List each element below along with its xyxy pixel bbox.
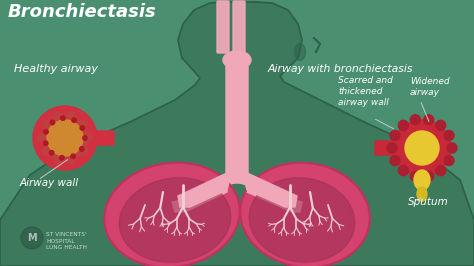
Ellipse shape (50, 120, 55, 125)
Text: Widened
airway: Widened airway (410, 77, 450, 97)
Ellipse shape (80, 126, 84, 130)
Text: M: M (27, 233, 37, 243)
FancyBboxPatch shape (226, 54, 248, 183)
Text: Scarred and
thickened
airway wall: Scarred and thickened airway wall (338, 76, 393, 107)
Ellipse shape (417, 187, 427, 201)
Polygon shape (245, 172, 297, 207)
FancyBboxPatch shape (217, 1, 229, 53)
Ellipse shape (398, 120, 408, 130)
Ellipse shape (294, 44, 306, 60)
Text: Healthy airway: Healthy airway (14, 64, 98, 74)
Ellipse shape (61, 116, 65, 120)
Ellipse shape (398, 166, 408, 176)
Ellipse shape (83, 136, 87, 140)
Ellipse shape (223, 51, 251, 69)
Ellipse shape (21, 227, 43, 249)
Ellipse shape (390, 130, 400, 140)
Text: ST VINCENTS'
HOSPITAL
LUNG HEALTH: ST VINCENTS' HOSPITAL LUNG HEALTH (46, 232, 87, 250)
Polygon shape (37, 111, 93, 165)
Ellipse shape (424, 115, 434, 125)
Ellipse shape (436, 166, 446, 176)
Ellipse shape (444, 130, 454, 140)
Ellipse shape (47, 120, 83, 156)
Ellipse shape (49, 151, 54, 155)
FancyBboxPatch shape (375, 141, 395, 155)
Ellipse shape (393, 120, 451, 176)
Ellipse shape (33, 106, 97, 170)
Polygon shape (178, 172, 229, 207)
Ellipse shape (410, 115, 420, 125)
Ellipse shape (405, 131, 439, 165)
Polygon shape (172, 177, 237, 212)
Text: Bronchiectasis: Bronchiectasis (8, 3, 157, 21)
Ellipse shape (71, 154, 75, 159)
Ellipse shape (424, 171, 434, 181)
Ellipse shape (72, 118, 76, 122)
Ellipse shape (44, 130, 48, 134)
Ellipse shape (80, 147, 84, 151)
Polygon shape (119, 178, 231, 262)
Text: Sputum: Sputum (408, 197, 449, 207)
Polygon shape (237, 177, 302, 212)
Ellipse shape (436, 120, 446, 130)
Text: Airway with bronchiectasis: Airway with bronchiectasis (268, 64, 413, 74)
Polygon shape (104, 163, 240, 266)
Polygon shape (240, 163, 370, 266)
Ellipse shape (447, 143, 457, 153)
Polygon shape (249, 178, 355, 262)
FancyBboxPatch shape (233, 1, 245, 53)
Ellipse shape (60, 156, 64, 160)
Text: Airway wall: Airway wall (20, 178, 79, 188)
FancyBboxPatch shape (94, 131, 114, 145)
Ellipse shape (410, 171, 420, 181)
Ellipse shape (390, 156, 400, 165)
Ellipse shape (414, 170, 430, 190)
Ellipse shape (387, 143, 397, 153)
Ellipse shape (44, 141, 48, 146)
Ellipse shape (444, 156, 454, 165)
